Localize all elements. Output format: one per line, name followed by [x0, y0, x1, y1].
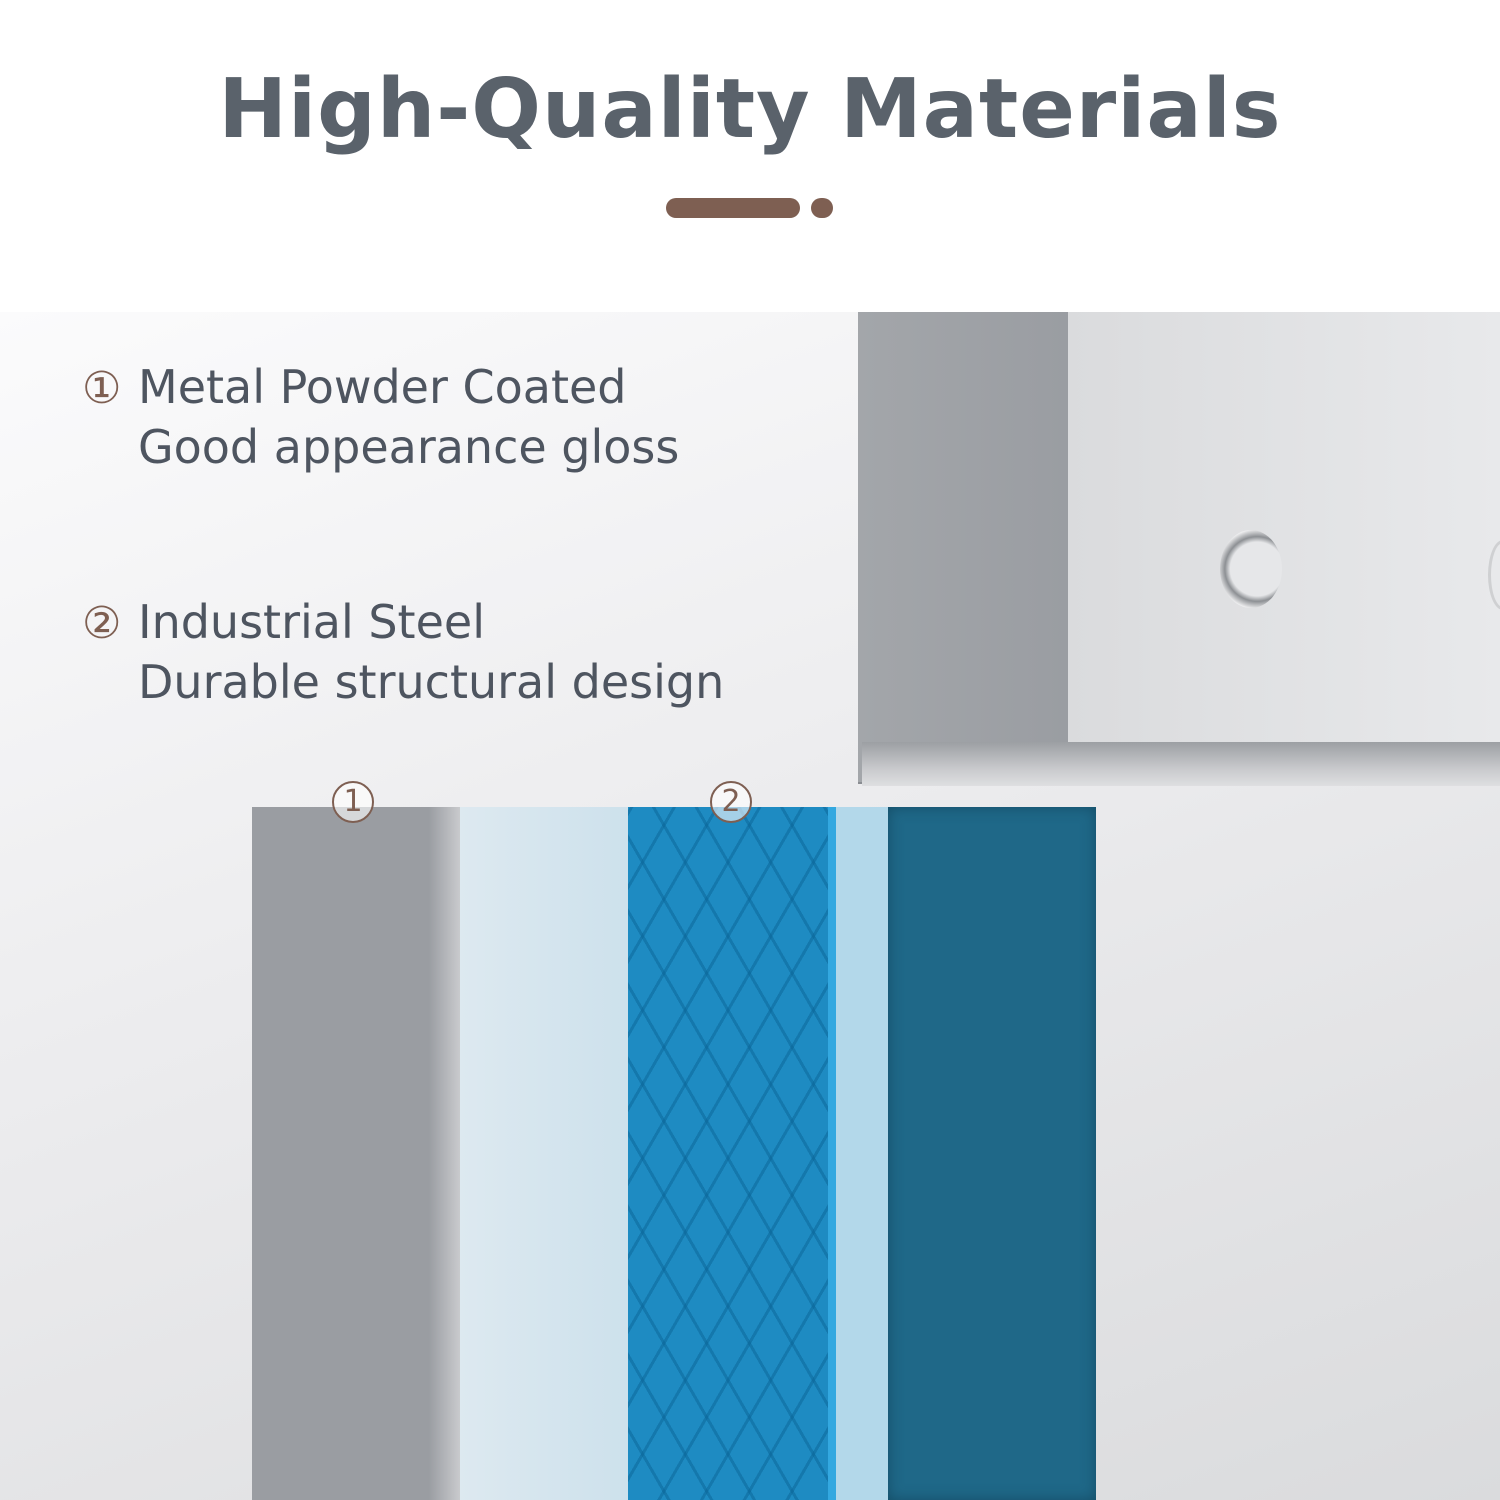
- feature-number: ①: [82, 363, 122, 414]
- layer-tag-1: 1: [332, 781, 374, 823]
- panel-hole: [1220, 530, 1282, 608]
- powder-coat-layer: [252, 807, 460, 1500]
- light-blue-layer: [836, 807, 888, 1500]
- feature-1: ① Metal Powder Coated Good appearance glo…: [82, 358, 679, 476]
- steel-hex-layer: [628, 807, 836, 1500]
- cabinet-ledge: [862, 742, 1500, 786]
- feature-2: ② Industrial Steel Durable structural des…: [82, 593, 724, 711]
- dark-blue-layer: [888, 807, 1096, 1500]
- feature-description: Durable structural design: [138, 655, 725, 709]
- decorative-divider-bar: [666, 198, 800, 218]
- cabinet-panel: [1068, 312, 1500, 742]
- feature-heading: Metal Powder Coated: [138, 360, 627, 414]
- feature-heading: Industrial Steel: [138, 595, 485, 649]
- layer-tag-2: 2: [710, 781, 752, 823]
- decorative-divider-dot: [811, 198, 833, 218]
- feature-number: ②: [82, 598, 122, 649]
- cabinet-post: [858, 312, 1068, 784]
- light-layer: [460, 807, 628, 1500]
- page-title: High-Quality Materials: [218, 62, 1282, 157]
- feature-description: Good appearance gloss: [138, 420, 680, 474]
